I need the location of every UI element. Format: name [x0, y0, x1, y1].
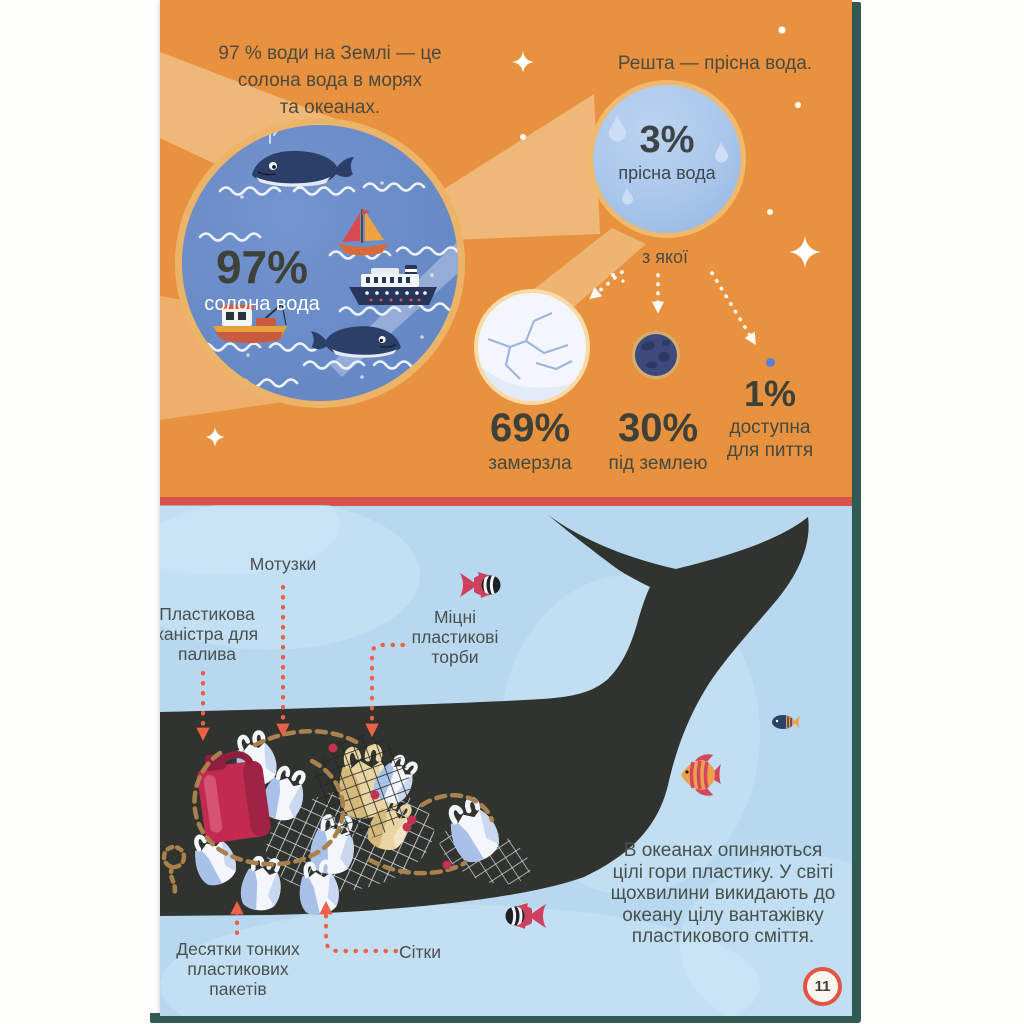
fuel-canister-illustration	[197, 751, 271, 843]
salt-percent: 97%	[215, 241, 309, 293]
fish-striped-icon	[505, 903, 546, 929]
label-line: Десятки тонких	[176, 939, 300, 959]
label-line: каністра для	[160, 624, 259, 644]
salt-label: солона вода	[204, 293, 320, 315]
sailboat-icon	[338, 209, 388, 256]
sparkle-icon	[205, 427, 225, 447]
whale-pollution-section: Мотузки Пластикова каністра для палива М…	[160, 505, 852, 1016]
ocean-illustration	[160, 505, 852, 1016]
fresh-label: прісна вода	[618, 163, 716, 183]
fish-striped-icon	[460, 572, 501, 598]
label-ropes: Мотузки	[249, 554, 317, 574]
star-dot	[520, 134, 526, 140]
sparkle-icon	[512, 51, 534, 73]
frozen-water-circle	[474, 289, 590, 405]
of-which-label: з якої	[641, 247, 689, 267]
star-dot	[778, 26, 786, 34]
paragraph-line: В океанах опиняються	[623, 840, 823, 861]
cruise-ship-icon	[349, 265, 437, 305]
underground-water-circle	[632, 331, 680, 379]
buoy-dot	[328, 743, 452, 870]
leader-lines	[196, 584, 406, 954]
page-number-badge: 11	[803, 967, 842, 1006]
paragraph-line: щохвилини викидають до	[610, 883, 836, 904]
label-line: пластикові	[411, 627, 499, 647]
whale-icon	[251, 125, 355, 188]
paragraph-line: цілі гори пластику. У світі	[612, 861, 834, 883]
drinking-label-line: для пиття	[726, 440, 814, 461]
tugboat-icon	[213, 303, 287, 343]
section-divider	[160, 497, 852, 506]
fresh-water-circle: 3% прісна вода	[588, 80, 746, 238]
breakdown-frozen: 69% замерзла	[460, 406, 600, 475]
water-droplet-icon	[622, 187, 633, 205]
bubble-dots	[240, 181, 434, 379]
fresh-percent-block: 3% прісна вода	[593, 119, 741, 184]
drinking-label-line: доступна	[729, 417, 811, 438]
label-line: пластикових	[187, 959, 289, 979]
breakdown-underground: 30% під землею	[588, 406, 728, 475]
label-line: палива	[177, 644, 237, 664]
fresh-water-caption: Решта — прісна вода.	[617, 53, 813, 74]
fresh-percent: 3%	[639, 119, 695, 161]
rope	[161, 729, 495, 898]
book-page: 97 % води на Землі — це солона вода в мо…	[160, 0, 852, 1016]
star-dot	[621, 279, 625, 283]
caption-line: та океанах.	[279, 97, 381, 118]
leader-strong-bags	[365, 642, 406, 738]
drinking-percent: 1%	[743, 373, 797, 414]
book-edge-right	[852, 2, 861, 1019]
fishing-net-dark	[314, 735, 410, 839]
star-dot	[795, 102, 801, 108]
salt-percent-block: 97% солона вода	[196, 243, 328, 316]
label-line: пакетів	[209, 979, 267, 999]
salt-water-circle: 97% солона вода	[175, 118, 465, 408]
book-edge-bottom	[150, 1013, 861, 1023]
trash-cluster	[161, 729, 531, 916]
star-dot	[611, 273, 615, 277]
whale-spout	[262, 125, 278, 144]
paragraph-line: пластикового сміття.	[631, 926, 815, 947]
ocean-scene	[198, 125, 458, 388]
breakdown-drinking: 1% доступна для пиття	[705, 374, 835, 462]
water-droplet-icon	[609, 113, 626, 142]
water-droplet-icon	[715, 141, 728, 163]
page-number: 11	[814, 978, 831, 995]
frozen-percent: 69%	[489, 406, 571, 450]
underground-percent: 30%	[617, 406, 699, 450]
label-canister: Пластикова каністра для палива	[160, 604, 274, 664]
caption-line: 97 % води на Землі — це	[218, 43, 442, 64]
fish-small-icon	[772, 715, 800, 729]
paragraph-line: океану цілу вантажівку	[622, 904, 824, 926]
underground-label: під землею	[608, 453, 708, 474]
label-nets: Сітки	[399, 942, 441, 962]
sparkles	[205, 26, 821, 447]
caption-line: солона вода в морях	[237, 70, 423, 91]
label-line: торби	[431, 647, 479, 667]
label-line: Пластикова	[160, 604, 255, 624]
sparkle-icon	[789, 236, 821, 268]
ground-texture	[641, 340, 670, 369]
label-thin-bags: Десятки тонких пластикових пакетів	[168, 939, 308, 999]
droplets	[609, 113, 728, 205]
label-line: Міцні	[433, 607, 477, 627]
star-dot	[767, 209, 773, 215]
distribution-arrows	[589, 270, 756, 346]
fish-angelfish-icon	[681, 754, 721, 796]
frozen-label: замерзла	[488, 453, 572, 474]
label-strong-bags: Міцні пластикові торби	[385, 607, 525, 667]
ice-cracks	[478, 311, 586, 401]
arrow-to-frozen	[589, 270, 624, 300]
water-infographic-section: 97 % води на Землі — це солона вода в мо…	[160, 0, 852, 497]
drinking-water-dot	[766, 358, 775, 367]
salt-water-caption: 97 % води на Землі — це солона вода в мо…	[200, 40, 460, 121]
pollution-paragraph: В океанах опиняються цілі гори пластику.…	[588, 840, 852, 948]
